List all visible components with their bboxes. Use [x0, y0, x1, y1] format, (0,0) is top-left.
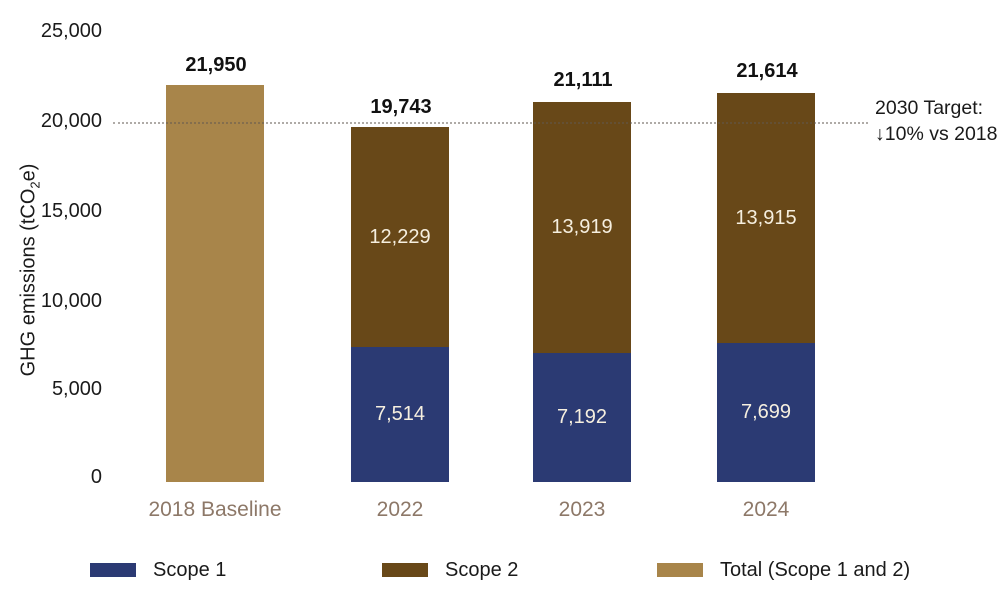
- legend-swatch-scope2: [382, 563, 428, 577]
- bar-2022-scope2-value: 12,229: [369, 225, 431, 248]
- bar-2024-scope1: 7,699: [717, 343, 815, 482]
- x-label-2024: 2024: [742, 498, 790, 521]
- target-line: [113, 122, 868, 124]
- y-tick-20000: 20,000: [40, 110, 102, 132]
- target-annotation-line1: 2030 Target:: [875, 97, 984, 119]
- y-tick-15000: 15,000: [40, 200, 102, 222]
- bar-2022-scope1: 7,514: [351, 347, 449, 482]
- bar-2023-scope1-value: 7,192: [556, 406, 608, 428]
- total-label-2018: 21,950: [185, 54, 247, 76]
- legend-label-scope2: Scope 2: [445, 559, 519, 581]
- bar-2024-scope2: 13,915: [717, 93, 815, 343]
- total-label-2022: 19,743: [370, 96, 432, 118]
- x-label-2018-baseline: 2018 Baseline: [148, 498, 282, 521]
- total-label-2023: 21,111: [553, 69, 613, 91]
- bar-2023-scope2-value: 13,919: [551, 216, 613, 238]
- y-tick-5000: 5,000: [51, 378, 102, 400]
- legend-label-scope1: Scope 1: [153, 559, 227, 581]
- bar-2023-scope1: 7,192: [533, 353, 631, 482]
- legend-swatch-scope1: [90, 563, 136, 577]
- x-label-2022: 2022: [376, 498, 424, 521]
- bar-2023-scope2: 13,919: [533, 102, 631, 353]
- y-tick-0: 0: [90, 466, 102, 488]
- target-annotation: 2030 Target: ↓10% vs 2018: [875, 95, 998, 147]
- bar-2022-scope1-value: 7,514: [374, 403, 426, 425]
- legend-swatch-total: [657, 563, 703, 577]
- legend-item-total: Total (Scope 1 and 2): [657, 559, 911, 581]
- bar-2024-scope2-value: 13,915: [735, 206, 797, 229]
- legend-item-scope2: Scope 2: [382, 559, 519, 581]
- total-label-2024: 21,614: [736, 60, 798, 82]
- y-axis-title-suffix: e): [17, 163, 40, 182]
- y-axis-title-subscript: 2: [27, 181, 43, 189]
- y-axis-title: GHG emissions (tCO2e): [18, 164, 43, 377]
- bar-2018-total: [166, 85, 264, 482]
- y-tick-25000: 25,000: [40, 20, 102, 42]
- x-label-2023: 2023: [558, 498, 606, 521]
- legend-item-scope1: Scope 1: [90, 559, 227, 581]
- y-tick-10000: 10,000: [40, 290, 102, 312]
- target-annotation-line2: ↓10% vs 2018: [875, 123, 998, 145]
- bar-2024-scope1-value: 7,699: [740, 401, 792, 423]
- legend-label-total: Total (Scope 1 and 2): [720, 559, 911, 581]
- bar-2022-scope2: 12,229: [351, 127, 449, 347]
